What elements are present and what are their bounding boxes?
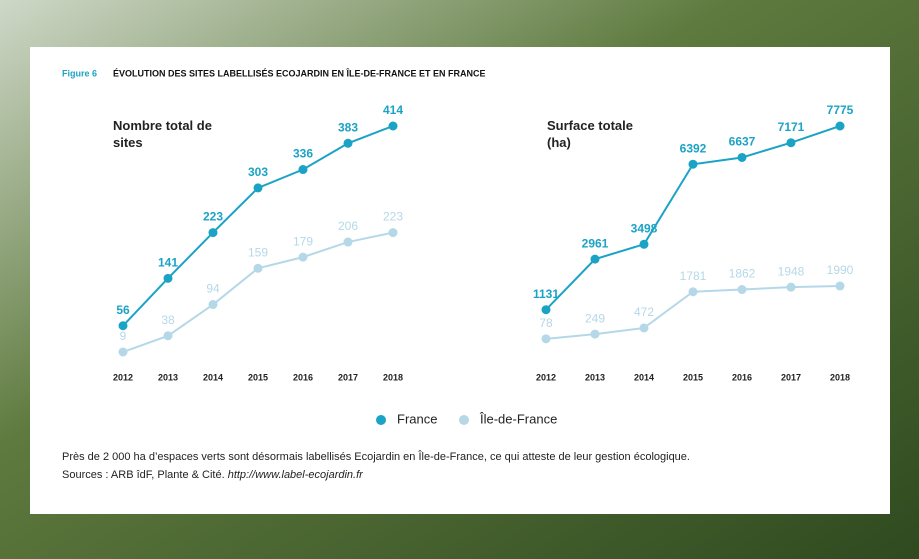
data-label: 223 [203, 210, 223, 224]
data-label: 6392 [680, 141, 707, 155]
data-label: 336 [293, 147, 313, 161]
data-label: 7775 [827, 103, 854, 117]
x-tick-label: 2014 [634, 372, 654, 382]
point [343, 237, 353, 247]
data-label: 141 [158, 255, 178, 269]
data-label: 78 [539, 316, 553, 330]
data-label: 38 [161, 313, 175, 327]
point [786, 138, 796, 148]
data-label: 1781 [680, 269, 707, 283]
chart-title: Surface totale (ha) [547, 118, 633, 150]
data-label: 303 [248, 165, 268, 179]
point [343, 138, 353, 148]
data-label: 56 [116, 303, 130, 317]
data-label: 1948 [778, 264, 805, 278]
x-tick-label: 2018 [383, 372, 403, 382]
point [737, 152, 747, 162]
x-tick-label: 2015 [248, 372, 268, 382]
point [253, 263, 263, 273]
point [388, 121, 398, 131]
x-tick-label: 2017 [781, 372, 801, 382]
data-label: 206 [338, 219, 358, 233]
x-tick-label: 2016 [732, 372, 752, 382]
point [835, 281, 845, 291]
x-tick-label: 2015 [683, 372, 703, 382]
sources: Sources : ARB îdF, Plante & Cité. http:/… [62, 469, 364, 481]
chart-title: Nombre total de sites [113, 118, 212, 150]
x-tick-label: 2012 [536, 372, 556, 382]
sources-text: Sources : ARB îdF, Plante & Cité. [62, 469, 225, 481]
figure-label: Figure 6 [62, 68, 97, 78]
x-tick-label: 2013 [585, 372, 605, 382]
point [590, 254, 600, 264]
point [639, 323, 649, 333]
x-tick-label: 2017 [338, 372, 358, 382]
data-label: 9 [120, 329, 127, 343]
point [298, 252, 308, 262]
data-label: 1990 [827, 263, 854, 277]
point [590, 329, 600, 339]
legend-marker [376, 415, 386, 425]
point [541, 305, 551, 315]
data-label: 383 [338, 120, 358, 134]
sources-url: http://www.label-ecojardin.fr [228, 469, 364, 481]
data-label: 6637 [729, 135, 756, 149]
point [688, 159, 698, 169]
x-tick-label: 2013 [158, 372, 178, 382]
x-tick-label: 2018 [830, 372, 850, 382]
point [208, 300, 218, 310]
point [688, 287, 698, 297]
data-label: 94 [206, 282, 220, 296]
data-label: 1862 [729, 267, 756, 281]
data-label: 179 [293, 234, 313, 248]
point [541, 334, 551, 344]
data-label: 1131 [533, 287, 559, 301]
point [118, 347, 128, 357]
data-label: 7171 [778, 120, 805, 134]
legend-marker [459, 415, 469, 425]
card [30, 47, 890, 514]
data-label: 3498 [631, 221, 658, 235]
point [253, 183, 263, 193]
data-label: 414 [383, 103, 403, 117]
point [298, 165, 308, 175]
data-label: 472 [634, 305, 654, 319]
x-tick-label: 2012 [113, 372, 133, 382]
point [737, 285, 747, 295]
data-label: 249 [585, 311, 605, 325]
note: Près de 2 000 ha d’espaces verts sont dé… [62, 450, 690, 463]
point [786, 282, 796, 292]
data-label: 159 [248, 245, 268, 259]
point [835, 121, 845, 131]
data-label: 223 [383, 210, 403, 224]
point [163, 273, 173, 283]
legend-label: France [397, 411, 437, 426]
data-label: 2961 [582, 236, 609, 250]
point [208, 228, 218, 238]
point [163, 331, 173, 341]
figure-title: ÉVOLUTION DES SITES LABELLISÉS ECOJARDIN… [113, 67, 486, 78]
point [118, 321, 128, 331]
point [388, 228, 398, 238]
x-tick-label: 2014 [203, 372, 223, 382]
x-tick-label: 2016 [293, 372, 313, 382]
point [639, 239, 649, 249]
legend-label: Île-de-France [479, 411, 557, 426]
